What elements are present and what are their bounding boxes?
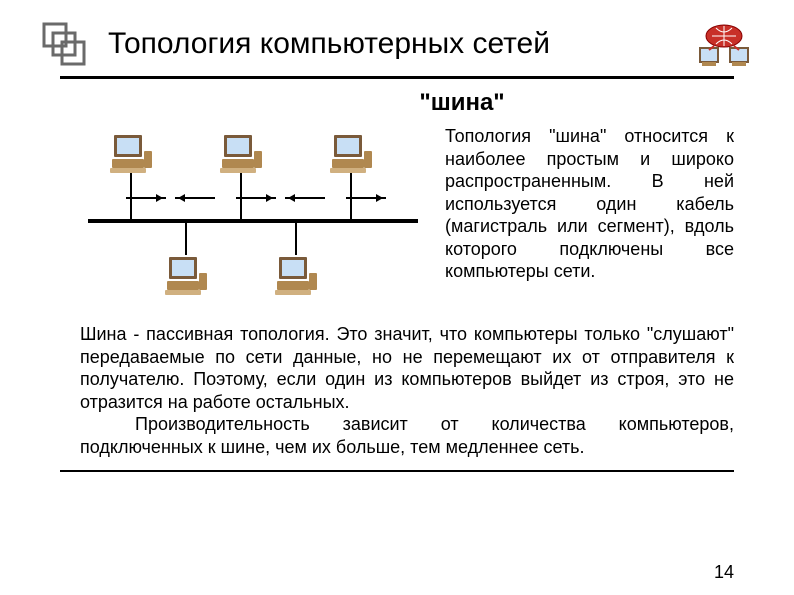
network-logo-icon [694,20,754,68]
drop-cable [295,223,297,255]
description-text: Топология "шина" относится к наиболее пр… [445,125,734,283]
data-arrow [236,197,276,199]
page-number: 14 [714,562,734,583]
bottom-divider [60,470,734,472]
computer-icon [275,255,317,295]
drop-cable [185,223,187,255]
bus-line [88,219,418,223]
drop-cable [240,173,242,219]
computer-icon [330,133,372,173]
data-arrow [285,197,325,199]
bus-topology-diagram [80,125,425,315]
paragraph-2: Производительность зависит от количества… [80,413,734,458]
page-title: Топология компьютерных сетей [108,27,694,61]
data-arrow [126,197,166,199]
computer-icon [165,255,207,295]
top-divider [60,76,734,79]
drop-cable [130,173,132,219]
subtitle: "шина" [130,89,794,117]
data-arrow [346,197,386,199]
drop-cable [350,173,352,219]
computer-icon [220,133,262,173]
computer-icon [110,133,152,173]
logo-left-icon [40,20,88,68]
paragraph-1: Шина - пассивная топология. Это значит, … [80,323,734,413]
data-arrow [175,197,215,199]
